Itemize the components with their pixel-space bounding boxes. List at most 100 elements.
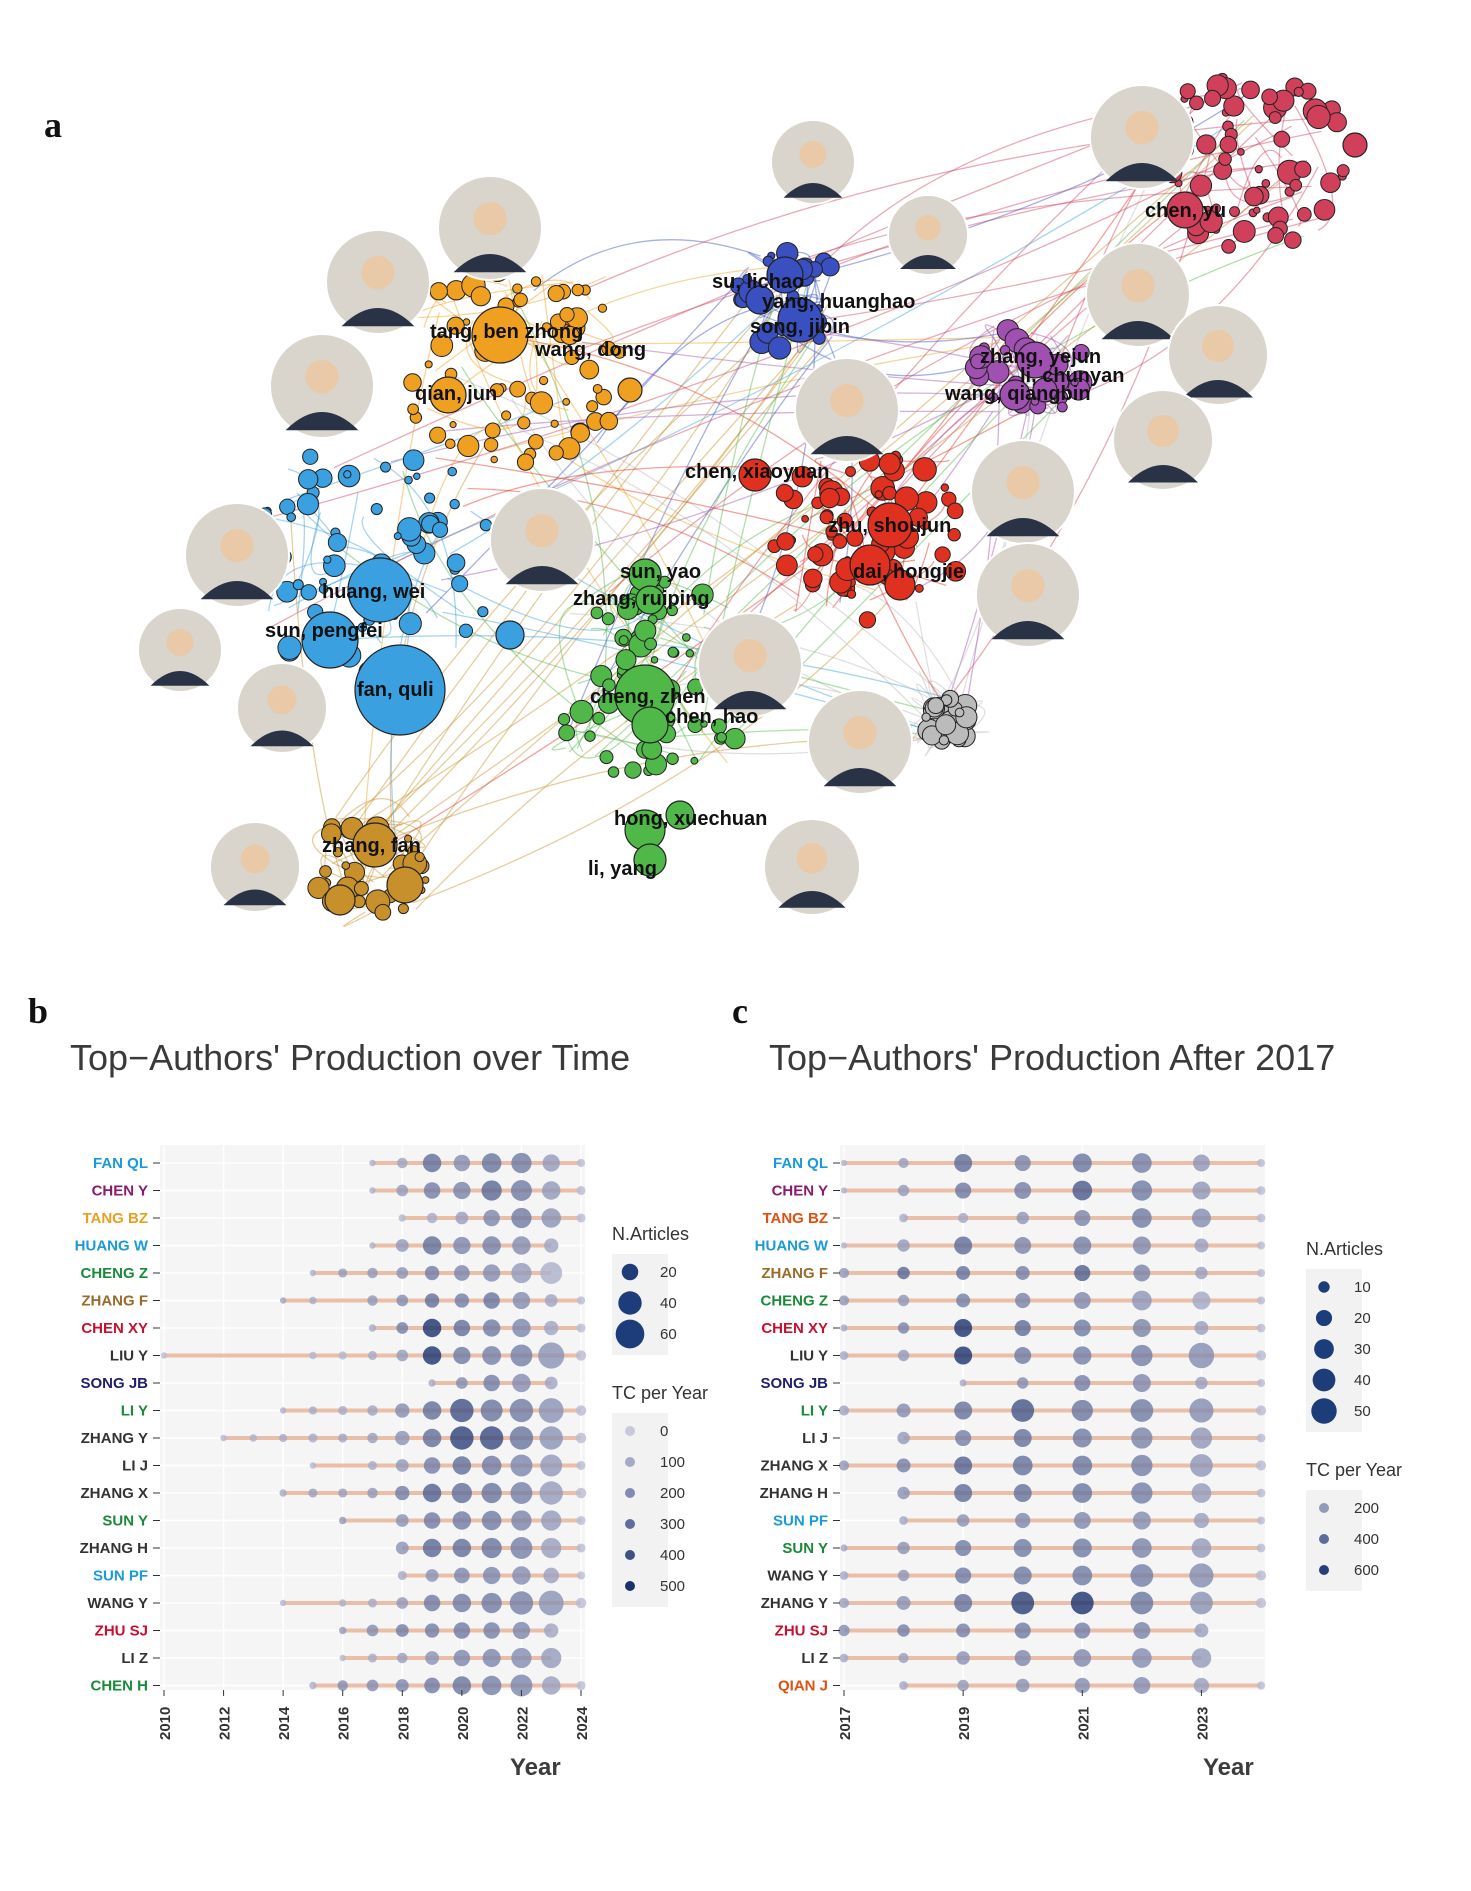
legend-color-label: 400 — [660, 1547, 685, 1564]
network-node — [1030, 397, 1040, 406]
network-node — [424, 360, 433, 369]
network-node-label: dai, hongjie — [853, 561, 964, 583]
article-point — [509, 1426, 534, 1450]
article-point — [838, 1460, 850, 1471]
article-point — [279, 1489, 287, 1497]
article-point — [425, 1569, 439, 1582]
author-label: TANG BZ — [762, 1210, 828, 1227]
network-node — [548, 445, 564, 461]
network-node — [550, 419, 559, 428]
network-node — [457, 434, 480, 458]
network-node — [424, 492, 436, 504]
author-label: CHEN Y — [772, 1183, 828, 1200]
network-edge — [383, 296, 834, 839]
article-point — [279, 1433, 288, 1443]
network-node — [1261, 179, 1271, 188]
article-point — [510, 1180, 532, 1201]
network-node — [820, 257, 840, 277]
network-node — [599, 750, 614, 765]
network-node — [832, 534, 848, 549]
network-hub-node — [999, 379, 1031, 411]
network-hub-node — [745, 285, 775, 315]
x-tick-label: 2016 — [336, 1707, 353, 1740]
article-point — [1256, 1241, 1266, 1250]
network-node — [1232, 219, 1256, 243]
author-photo-suit — [453, 254, 527, 273]
article-point — [1191, 1538, 1212, 1558]
article-point — [576, 1460, 586, 1471]
network-node — [615, 649, 637, 671]
network-node — [559, 307, 575, 323]
author-label: ZHANG F — [761, 1265, 828, 1282]
article-point — [954, 1346, 973, 1365]
network-node — [489, 383, 505, 398]
chart-b-title: Top−Authors' Production over Time — [70, 1037, 630, 1078]
article-point — [249, 1434, 258, 1442]
network-node-label: sun, yao — [620, 561, 701, 583]
article-point — [511, 1510, 532, 1531]
network-node — [927, 697, 945, 715]
author-photo-suit — [1128, 465, 1198, 483]
article-point — [1013, 1539, 1032, 1557]
article-point — [480, 1399, 503, 1422]
author-photo-face — [799, 141, 827, 168]
article-point — [1133, 1677, 1151, 1694]
legend-color-swatch — [1319, 1503, 1329, 1513]
network-node — [529, 391, 554, 415]
author-label: CHENG Z — [761, 1293, 829, 1310]
author-photo-suit — [1105, 163, 1179, 182]
network-node — [1189, 174, 1213, 197]
article-point — [898, 1157, 909, 1169]
article-point — [1012, 1455, 1033, 1476]
author-label: FAN QL — [93, 1155, 148, 1172]
article-point — [1074, 1622, 1091, 1639]
network-node — [547, 284, 565, 303]
article-point — [279, 1297, 287, 1304]
article-point — [309, 1462, 317, 1469]
article-point — [1073, 1292, 1091, 1309]
chart-production-over-time: Top−Authors' Production over Time FAN QL… — [70, 1037, 708, 1781]
article-point — [1014, 1649, 1031, 1667]
article-point — [1192, 1291, 1211, 1310]
article-point — [367, 1487, 378, 1499]
network-node — [1237, 148, 1245, 156]
network-node — [776, 532, 795, 551]
article-point — [512, 1566, 531, 1585]
network-edge — [361, 516, 464, 614]
article-point — [954, 1319, 973, 1337]
article-point — [220, 1434, 227, 1442]
article-point — [956, 1623, 971, 1638]
network-edge — [588, 116, 1325, 289]
network-node — [1293, 86, 1304, 97]
network-node — [302, 448, 319, 465]
article-point — [1256, 1378, 1266, 1388]
article-point — [899, 1213, 908, 1223]
article-point — [896, 1458, 911, 1473]
network-node — [1261, 88, 1278, 106]
network-node — [483, 437, 499, 452]
article-point — [1256, 1323, 1266, 1333]
network-hub-node — [738, 458, 772, 492]
article-point — [544, 1238, 559, 1253]
network-node — [404, 834, 413, 843]
network-hub-node — [867, 502, 913, 548]
article-point — [309, 1351, 317, 1360]
legend-color-title: TC per Year — [1306, 1460, 1402, 1480]
author-label: ZHU SJ — [775, 1623, 828, 1640]
network-node — [1211, 203, 1222, 214]
network-node-label: fan, quli — [357, 679, 434, 701]
article-point — [482, 1236, 501, 1255]
article-point — [1072, 1428, 1092, 1448]
network-edge — [582, 336, 833, 718]
article-point — [1013, 1566, 1032, 1585]
article-point — [1072, 1180, 1093, 1201]
network-node — [618, 635, 629, 646]
network-node — [1320, 172, 1341, 193]
x-tick-label: 2012 — [217, 1707, 234, 1740]
network-node — [509, 380, 526, 398]
network-node — [775, 554, 798, 577]
network-node — [579, 359, 600, 380]
article-point — [367, 1653, 378, 1663]
article-point — [369, 1187, 376, 1194]
